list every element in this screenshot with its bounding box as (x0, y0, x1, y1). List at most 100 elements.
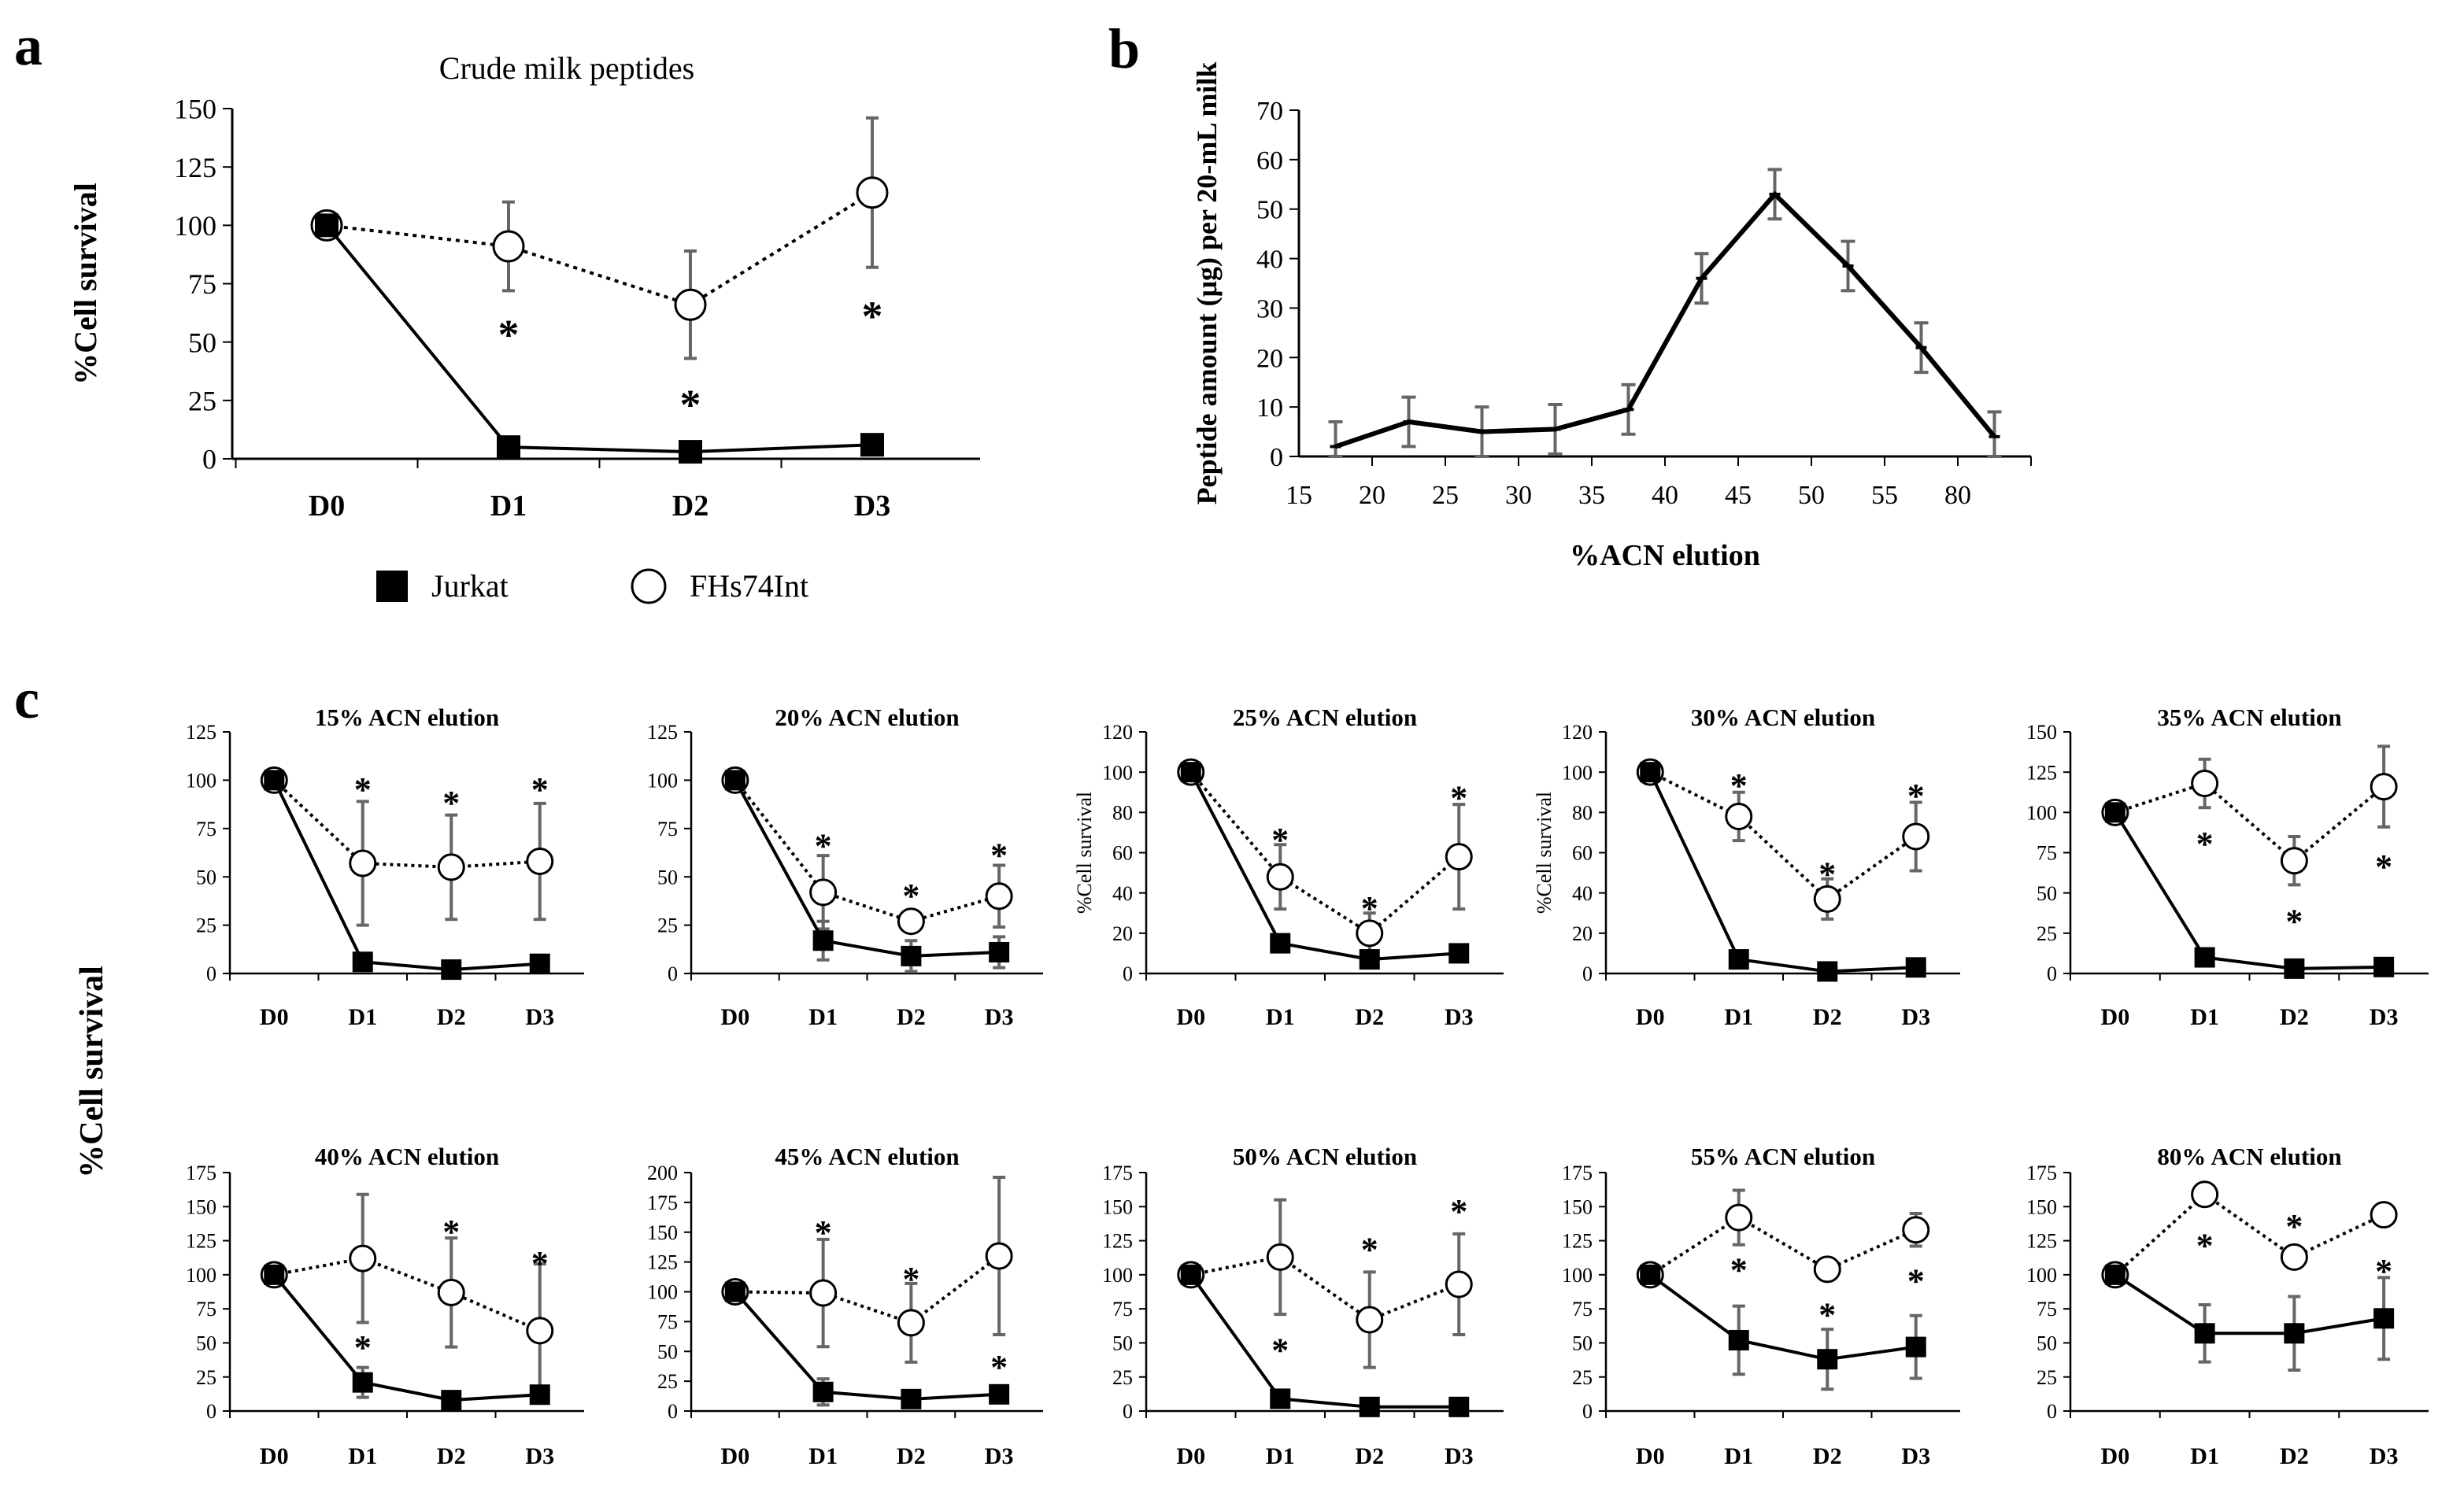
x-tick-label: D1 (2190, 1004, 2219, 1030)
marker-jurkat (724, 770, 745, 791)
y-tick-label: 175 (2026, 1162, 2057, 1184)
marker-jurkat (1728, 1329, 1749, 1350)
marker-jurkat (2104, 802, 2125, 823)
y-tick-label: 40 (1256, 246, 1283, 275)
x-tick-label: D1 (808, 1443, 838, 1469)
y-tick-label: 150 (1102, 1195, 1133, 1218)
marker-fhs74int (1266, 863, 1294, 891)
marker-jurkat (1270, 1388, 1291, 1409)
y-tick-label: 75 (196, 1298, 216, 1321)
significance-star: * (1907, 1262, 1925, 1300)
significance-star: * (442, 1213, 460, 1251)
y-tick-label: 75 (188, 268, 216, 300)
significance-star: * (2196, 1226, 2214, 1265)
y-tick-label: 125 (647, 721, 678, 744)
y-tick-label: 0 (206, 1400, 216, 1423)
x-tick-label: D1 (1724, 1004, 1753, 1030)
marker-jurkat (441, 1390, 462, 1411)
x-tick-label: D0 (721, 1443, 750, 1469)
chart-c10: 0 25 50 75 100 125 150 175 D0 D1 D2 D3 80% ACN eluti… (2026, 1143, 2429, 1469)
marker-fhs74int (1725, 802, 1753, 830)
marker-fhs74int (492, 230, 525, 263)
significance-star: * (1271, 821, 1289, 859)
y-tick-label: 50 (1572, 1332, 1593, 1355)
x-tick-label: D3 (2370, 1443, 2399, 1469)
y-tick-label: 25 (1112, 1366, 1133, 1389)
y-tick-label: 25 (2037, 922, 2057, 945)
legend-label-fhs74int: FHs74Int (690, 568, 808, 604)
marker-fhs74int (349, 1244, 377, 1273)
chart-title: 45% ACN elution (775, 1143, 959, 1170)
y-tick-label: 10 (1256, 393, 1283, 423)
legend-marker-jurkat (376, 571, 408, 602)
x-tick-label: D2 (1355, 1004, 1384, 1030)
y-tick-label: 75 (2037, 842, 2057, 865)
significance-star: * (1361, 1231, 1378, 1269)
marker-fhs74int (1813, 885, 1841, 913)
x-tick-label: 40 (1652, 481, 1678, 510)
marker-fhs74int (856, 176, 889, 209)
marker-jurkat (1359, 949, 1380, 970)
x-tick-label: D0 (1636, 1443, 1665, 1469)
chart-title: 40% ACN elution (315, 1143, 499, 1170)
x-tick-label: D1 (808, 1004, 838, 1030)
y-tick-label: 100 (2026, 801, 2057, 824)
series-line-jurkat (272, 1273, 540, 1402)
y-tick-label: 50 (657, 1340, 678, 1363)
y-tick-label: 25 (188, 385, 216, 416)
chart-title: 25% ACN elution (1233, 704, 1417, 731)
series-line-jurkat (734, 779, 1000, 958)
x-tick-label: D3 (1445, 1443, 1474, 1469)
significance-star: * (990, 837, 1008, 875)
series-line-fhs74int (2114, 781, 2385, 863)
marker-jurkat (989, 941, 1010, 962)
x-tick-label: D0 (260, 1004, 289, 1030)
chart-c5: 0 25 50 75 100 125 150 D0 D1 D2 D3 35% ACN elution *… (2026, 704, 2429, 1030)
y-tick-label: 125 (1102, 1230, 1133, 1253)
y-tick-label: 60 (1256, 146, 1283, 175)
significance-star: * (1450, 1192, 1467, 1231)
marker-jurkat (812, 930, 834, 951)
y-tick-label: 0 (206, 962, 216, 985)
series-line-fhs74int (2114, 1192, 2384, 1276)
y-tick-label: 20 (1572, 922, 1593, 945)
marker-jurkat (1448, 943, 1470, 964)
x-tick-label: D2 (437, 1443, 466, 1469)
y-tick-label: 50 (196, 1332, 216, 1355)
y-tick-label: 0 (1123, 1400, 1133, 1423)
x-tick-label: 55 (1871, 481, 1898, 510)
y-tick-label: 125 (2026, 1230, 2057, 1253)
x-tick-label: D0 (721, 1004, 750, 1030)
marker-fhs74int (2370, 1201, 2398, 1229)
chart-c2: 0 25 50 75 100 125 D0 D1 D2 D3 20% ACN elution * * * (647, 704, 1043, 1030)
y-tick-label: 0 (1123, 962, 1133, 985)
marker-fhs74int (1266, 1243, 1294, 1271)
y-tick-label: 100 (1102, 761, 1133, 784)
y-tick-label: 120 (1102, 721, 1133, 744)
y-tick-label: 0 (1270, 443, 1283, 472)
marker-fhs74int (674, 288, 707, 321)
x-tick-label: D1 (1724, 1443, 1753, 1469)
x-tick-label: D2 (1355, 1443, 1384, 1469)
y-tick-label: 100 (647, 1281, 678, 1304)
x-tick-label: 35 (1578, 481, 1605, 510)
x-tick-label: 50 (1798, 481, 1825, 510)
chart-title: 80% ACN elution (2157, 1143, 2341, 1170)
y-tick-label: 20 (1256, 344, 1283, 373)
shared-ylabel: %Cell survival (74, 966, 110, 1178)
chart-title: 35% ACN elution (2157, 704, 2341, 731)
series-line-fhs74int (1189, 770, 1460, 936)
marker-jurkat (352, 1372, 373, 1393)
y-tick-label: 100 (2026, 1264, 2057, 1287)
y-tick-label: 75 (1112, 1298, 1133, 1321)
y-tick-label: 150 (174, 94, 216, 125)
chart-c8: 0 25 50 75 100 125 150 175 D0 D1 D2 D3 50% ACN eluti… (1102, 1143, 1504, 1469)
y-tick-label: 25 (657, 1370, 678, 1393)
y-tick-label: 150 (186, 1195, 216, 1218)
y-tick-label: 25 (2037, 1366, 2057, 1389)
significance-star: * (2285, 1207, 2303, 1246)
significance-star: * (498, 312, 520, 359)
y-tick-label: 100 (174, 210, 216, 242)
series-line-jurkat (1648, 771, 1916, 973)
marker-fhs74int (809, 878, 838, 907)
